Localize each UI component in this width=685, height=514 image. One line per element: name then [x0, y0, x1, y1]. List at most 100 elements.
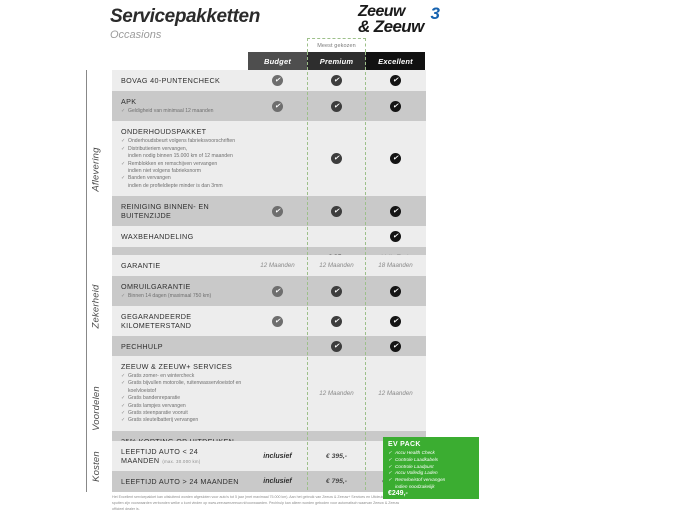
ev-bullet-item: ✓ Controle Laadpunt: [388, 464, 474, 471]
ev-bullet-text: Controle Laadpunt: [395, 463, 434, 469]
check-icon-premium: ✔: [307, 70, 366, 91]
check-icon-excellent: ✔: [366, 196, 425, 226]
section-rows: GARANTIE 12 Maanden 12 Maanden 18 Maanden OM…: [112, 255, 426, 358]
table-row: WAXBEHANDELING ✔: [112, 226, 426, 247]
bullet-item: ✓ Binnen 14 dagen (maximaal 750 km): [121, 293, 248, 300]
check-icon-premium: ✔: [307, 306, 366, 336]
checkmark-icon: ✓: [121, 175, 126, 182]
section-label-zekerheid: Zekerheid: [86, 255, 106, 357]
check-icon: ✔: [272, 100, 283, 112]
row-bullets: ✓ Onderhoudsbeurt volgens fabrieksvoorsch…: [121, 138, 248, 190]
checkmark-icon: ✓: [388, 463, 392, 469]
ev-bullet-text: Accu Health Check: [395, 450, 435, 455]
check-icon-budget: ✔: [248, 306, 307, 336]
cell-value-premium: 12 Maanden: [319, 389, 354, 397]
page-title: Servicepakketten: [110, 6, 260, 27]
check-icon-budget: ✔: [248, 276, 307, 306]
row-bullets: ✓ Geldigheid van minimaal 12 maanden: [121, 108, 248, 115]
table-row: GEGARANDEERDE KILOMETERSTAND ✔ ✔ ✔: [112, 306, 426, 337]
row-label: LEEFTIJD AUTO < 24 MAANDEN (max. 30.000 k…: [112, 441, 248, 471]
cell-value-premium: € 395,-: [325, 452, 348, 460]
checkmark-icon: ✓: [121, 380, 126, 387]
ev-bullet-text: Accu Volledig Laden: [395, 470, 438, 476]
section-label-text: Zekerheid: [91, 283, 103, 329]
row-label: PECHHULP: [112, 336, 248, 357]
bullet-subline: koelvloeistof: [128, 387, 157, 394]
row-title: LEEFTIJD AUTO < 24 MAANDEN (max. 30.000 k…: [121, 447, 201, 465]
row-title: ZEEUW & ZEEUW+ SERVICES: [121, 362, 233, 371]
checkmark-icon: ✓: [121, 409, 126, 416]
row-title: ONDERHOUDSPAKKET: [121, 127, 207, 137]
logo-line-1: Zeeuw: [358, 3, 405, 20]
check-icon-budget: ✔: [248, 196, 307, 226]
table-row: LEEFTIJD AUTO > 24 MAANDEN inclusief € 795…: [112, 471, 426, 492]
table-row: OMRUILGARANTIE ✓ Binnen 14 dagen (maximaal…: [112, 276, 426, 307]
row-label: ONDERHOUDSPAKKET ✓ Onderhoudsbeurt volgens…: [112, 121, 248, 196]
bullet-subline: indien nodig binnen 15.000 km of 12 maan…: [128, 153, 233, 160]
row-bullets: ✓ Binnen 14 dagen (maximaal 750 km): [121, 293, 248, 300]
column-header-budget[interactable]: Budget: [248, 52, 307, 70]
checkmark-icon: ✓: [121, 395, 126, 402]
zeeuw-zeeuw-logo: Zeeuw & Zeeuw 3: [358, 3, 440, 40]
check-icon: ✔: [331, 100, 342, 112]
checkmark-icon: ✓: [121, 138, 126, 145]
bullet-text: Gratis bandenreparatie: [128, 395, 181, 402]
row-title: APK: [121, 97, 137, 106]
row-label: GEGARANDEERDE KILOMETERSTAND: [112, 306, 248, 336]
check-icon-premium: ✔: [307, 336, 366, 357]
checkmark-icon: ✓: [121, 145, 126, 152]
table-row: BOVAG 40-PUNTENCHECK ✔ ✔ ✔: [112, 70, 426, 91]
bullet-text: Gratis lampjes vervangen: [128, 402, 186, 409]
row-label: REINIGING BINNEN- EN BUITENZIJDE: [112, 196, 248, 226]
ev-bullet-text: Controle Laadkabels: [395, 456, 438, 462]
checkmark-icon: ✓: [121, 160, 126, 167]
bullet-item: ✓ Gratis bandenreparatie: [121, 395, 248, 402]
row-label: LEEFTIJD AUTO > 24 MAANDEN: [112, 471, 248, 492]
checkmark-icon: ✓: [121, 108, 126, 114]
check-icon: ✔: [390, 315, 401, 327]
bullet-item: ✓ Gratis zomer- en wintercheck: [121, 373, 248, 380]
check-icon: ✔: [331, 153, 342, 165]
checkmark-icon: ✓: [121, 293, 126, 299]
bullet-item: ✓ Onderhoudsbeurt volgens fabrieksvoorsch…: [121, 138, 248, 145]
section-label-text: Aflevering: [91, 146, 102, 192]
row-label: BOVAG 40-PUNTENCHECK: [112, 70, 248, 91]
cell-value-budget: inclusief: [263, 478, 292, 485]
bullet-item: ✓ Banden vervangen: [121, 175, 248, 182]
check-icon: ✔: [331, 205, 342, 217]
cell-value-premium: € 795,-: [325, 478, 348, 485]
check-icon-premium: ✔: [307, 196, 366, 226]
cell-value-premium: 12 Maanden: [319, 262, 354, 269]
bullet-item: ✓ Gratis lampjes vervangen: [121, 403, 248, 410]
bullet-item: ✓ Geldigheid van minimaal 12 maanden: [121, 108, 248, 115]
ev-bullet-item: ✓ Accu Health Check: [388, 450, 474, 457]
table-row: GARANTIE 12 Maanden 12 Maanden 18 Maanden: [112, 255, 426, 276]
ev-pack-bullets: ✓ Accu Health Check ✓ Controle Laadkabels ✓ C…: [388, 450, 474, 491]
check-icon-budget: ✔: [248, 70, 307, 91]
row-title: WAXBEHANDELING: [121, 232, 194, 241]
bullet-subline: indien niet volgens fabrieksnorm: [128, 167, 202, 174]
bullet-text: Binnen 14 dagen (maximaal 750 km): [128, 293, 212, 299]
cell-value-excellent: 18 Maanden: [378, 262, 413, 269]
column-header-excellent[interactable]: Excellent: [366, 52, 425, 70]
check-icon-premium: ✔: [307, 121, 366, 196]
check-icon: ✔: [390, 231, 401, 242]
table-row: ZEEUW & ZEEUW+ SERVICES ✓ Gratis zomer- en…: [112, 356, 426, 431]
ev-bullet-item: ✓ Controle Laadkabels: [388, 457, 474, 464]
bullet-text: Remblokken en remschijven vervangen: [128, 160, 218, 167]
table-row: LEEFTIJD AUTO < 24 MAANDEN (max. 30.000 k…: [112, 441, 426, 471]
checkmark-icon: ✓: [121, 417, 126, 424]
cell-value-budget: [248, 356, 307, 431]
ev-bullet-item: ✓ Accu Volledig Laden: [388, 470, 474, 477]
bullet-text: Distributieriem vervangen,: [128, 145, 188, 152]
check-icon-excellent: ✔: [366, 91, 425, 121]
ev-pack-box[interactable]: EV PACK ✓ Accu Health Check ✓ Controle Laad…: [383, 437, 479, 499]
cell-value-budget: 12 Maanden: [260, 262, 295, 269]
logo-swoosh-icon: 3: [430, 4, 440, 23]
check-icon-premium: ✔: [307, 91, 366, 121]
ev-bullet-text: Remvloeistof vervangen: [395, 477, 446, 483]
check-icon: ✔: [272, 285, 283, 297]
check-icon-excellent: ✔: [366, 276, 425, 306]
check-icon: ✔: [272, 75, 283, 86]
column-header-premium[interactable]: Premium: [307, 52, 366, 70]
